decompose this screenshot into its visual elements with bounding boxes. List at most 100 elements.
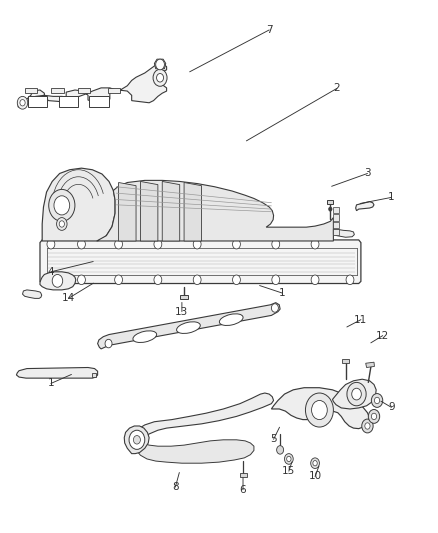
- Polygon shape: [134, 393, 274, 450]
- Circle shape: [78, 239, 85, 249]
- Polygon shape: [333, 229, 339, 235]
- Polygon shape: [40, 240, 361, 284]
- Circle shape: [105, 340, 112, 348]
- Circle shape: [374, 397, 380, 403]
- Text: 7: 7: [266, 25, 272, 35]
- Circle shape: [154, 275, 162, 285]
- Polygon shape: [28, 96, 47, 107]
- Circle shape: [20, 100, 25, 106]
- Polygon shape: [42, 168, 115, 241]
- Polygon shape: [51, 88, 64, 93]
- Circle shape: [233, 239, 240, 249]
- Text: 1: 1: [48, 378, 54, 389]
- Ellipse shape: [177, 322, 200, 334]
- Polygon shape: [366, 362, 374, 368]
- Polygon shape: [25, 88, 37, 93]
- Circle shape: [311, 275, 319, 285]
- Circle shape: [129, 430, 145, 449]
- Circle shape: [311, 458, 319, 469]
- Circle shape: [277, 446, 284, 454]
- Circle shape: [311, 239, 319, 249]
- Text: 2: 2: [334, 83, 340, 93]
- Circle shape: [365, 423, 370, 429]
- Circle shape: [47, 275, 55, 285]
- Polygon shape: [98, 303, 280, 349]
- Text: 13: 13: [175, 306, 188, 317]
- Polygon shape: [240, 473, 247, 477]
- Polygon shape: [59, 96, 78, 107]
- Circle shape: [311, 400, 327, 419]
- Circle shape: [134, 435, 141, 444]
- Circle shape: [313, 461, 317, 466]
- Circle shape: [287, 456, 291, 462]
- Circle shape: [347, 382, 366, 406]
- Polygon shape: [134, 440, 254, 463]
- Circle shape: [57, 217, 67, 230]
- Circle shape: [362, 419, 373, 433]
- Polygon shape: [272, 387, 370, 429]
- Circle shape: [272, 304, 279, 312]
- Circle shape: [59, 221, 64, 227]
- Text: 5: 5: [270, 434, 277, 445]
- Circle shape: [155, 59, 164, 70]
- Polygon shape: [333, 222, 339, 228]
- Polygon shape: [18, 63, 166, 107]
- Polygon shape: [16, 368, 98, 378]
- Circle shape: [153, 69, 167, 86]
- Polygon shape: [333, 214, 339, 221]
- Circle shape: [285, 454, 293, 464]
- Polygon shape: [162, 181, 180, 241]
- Polygon shape: [78, 88, 90, 93]
- Circle shape: [156, 74, 163, 82]
- Polygon shape: [141, 181, 158, 241]
- Text: 12: 12: [376, 330, 389, 341]
- Circle shape: [49, 189, 75, 221]
- Circle shape: [54, 196, 70, 215]
- Text: 4: 4: [48, 267, 54, 277]
- Text: 6: 6: [240, 485, 246, 495]
- Circle shape: [233, 275, 240, 285]
- Ellipse shape: [133, 331, 157, 343]
- Text: 1: 1: [388, 192, 395, 203]
- Text: 9: 9: [388, 402, 395, 413]
- Polygon shape: [342, 359, 349, 364]
- Circle shape: [193, 275, 201, 285]
- Polygon shape: [119, 182, 136, 241]
- Polygon shape: [184, 182, 201, 241]
- Polygon shape: [356, 201, 374, 211]
- Polygon shape: [89, 96, 109, 107]
- Circle shape: [52, 274, 63, 287]
- Circle shape: [115, 275, 123, 285]
- Circle shape: [272, 275, 280, 285]
- Text: 11: 11: [354, 314, 367, 325]
- Polygon shape: [333, 207, 339, 213]
- Text: 15: 15: [282, 466, 296, 476]
- Ellipse shape: [219, 314, 243, 326]
- Circle shape: [371, 413, 377, 419]
- Circle shape: [346, 275, 354, 285]
- Polygon shape: [124, 426, 149, 454]
- Text: 14: 14: [62, 293, 75, 303]
- Circle shape: [17, 96, 28, 109]
- Text: 8: 8: [172, 482, 179, 492]
- Text: 1: 1: [279, 288, 286, 298]
- Polygon shape: [180, 295, 188, 300]
- Polygon shape: [40, 272, 76, 290]
- Circle shape: [272, 239, 280, 249]
- Polygon shape: [92, 373, 96, 377]
- Polygon shape: [327, 199, 333, 204]
- Polygon shape: [332, 379, 376, 409]
- Polygon shape: [22, 290, 42, 298]
- Circle shape: [115, 239, 123, 249]
- Circle shape: [371, 393, 383, 407]
- Circle shape: [78, 275, 85, 285]
- Polygon shape: [97, 180, 333, 241]
- Circle shape: [47, 239, 55, 249]
- Circle shape: [305, 393, 333, 427]
- Circle shape: [352, 388, 361, 400]
- Text: 10: 10: [308, 472, 321, 481]
- Circle shape: [193, 239, 201, 249]
- Circle shape: [328, 207, 332, 211]
- Text: 3: 3: [364, 168, 371, 179]
- Circle shape: [154, 239, 162, 249]
